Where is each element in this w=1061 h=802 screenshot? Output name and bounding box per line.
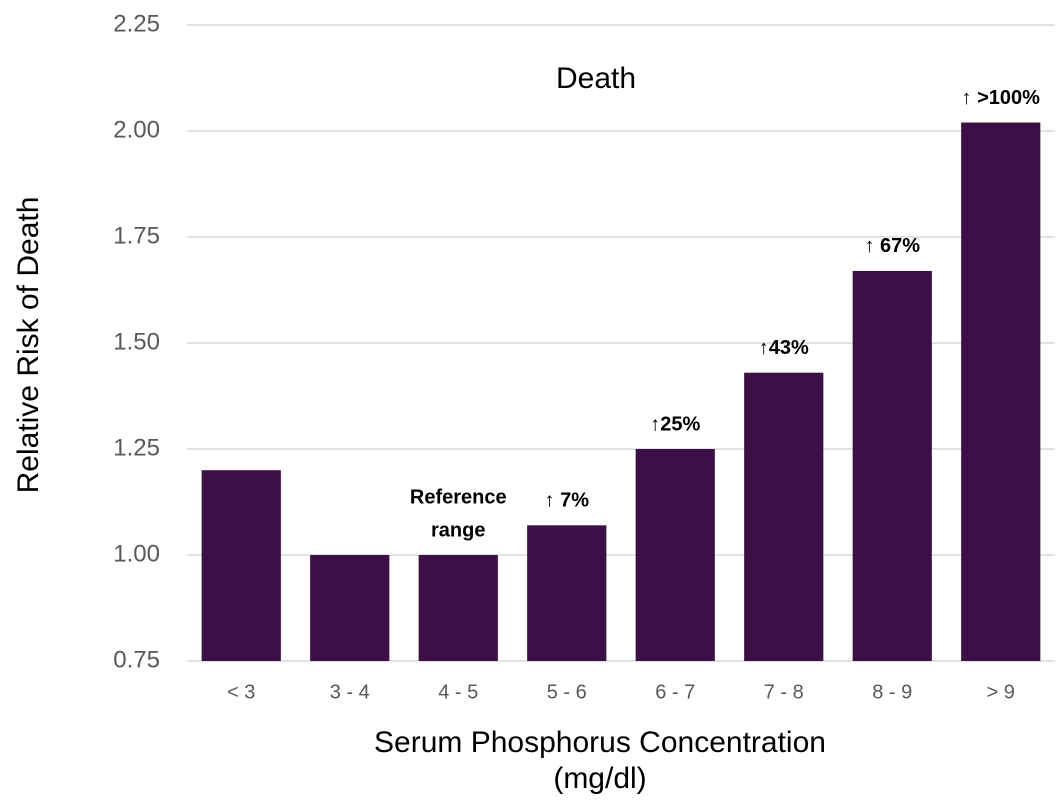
x-tick-label: 3 - 4: [330, 681, 370, 703]
x-tick-label: 7 - 8: [764, 681, 804, 703]
y-tick-label: 1.50: [113, 328, 160, 355]
y-axis-label: Relative Risk of Death: [12, 197, 45, 494]
x-tick-label: > 9: [987, 681, 1015, 703]
annotation: range: [431, 519, 485, 541]
y-tick-label: 2.25: [113, 10, 160, 37]
bar: [418, 555, 498, 661]
annotation: ↑ >100%: [962, 87, 1041, 109]
y-tick-label: 1.75: [113, 222, 160, 249]
x-tick-label: 4 - 5: [438, 681, 478, 703]
bar: [310, 555, 390, 661]
annotation: ↑43%: [759, 337, 809, 359]
bar: [527, 525, 607, 661]
x-tick-label: 5 - 6: [547, 681, 587, 703]
bar: [635, 449, 715, 661]
x-tick-label: 8 - 9: [872, 681, 912, 703]
y-tick-label: 1.00: [113, 540, 160, 567]
bar: [961, 122, 1041, 661]
bar: [201, 470, 281, 661]
x-axis-label: (mg/dl): [553, 762, 646, 795]
y-tick-label: 0.75: [113, 646, 160, 673]
annotation: ↑25%: [650, 413, 700, 435]
y-tick-label: 1.25: [113, 434, 160, 461]
annotation: ↑ 67%: [864, 235, 920, 257]
x-tick-label: < 3: [227, 681, 255, 703]
y-tick-label: 2.00: [113, 116, 160, 143]
bar: [744, 372, 824, 661]
x-tick-label: 6 - 7: [655, 681, 695, 703]
bar: [852, 270, 932, 661]
annotation: ↑ 7%: [545, 490, 590, 512]
x-axis-label: Serum Phosphorus Concentration: [374, 726, 826, 759]
chart-title: Death: [556, 62, 636, 95]
annotation: Reference: [410, 486, 507, 508]
